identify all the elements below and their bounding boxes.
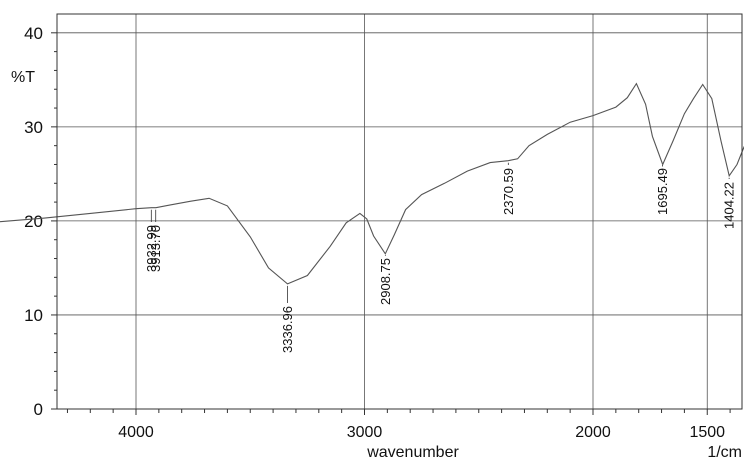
y-tick-label: 40 [24, 24, 43, 43]
x-tick-label: 3000 [347, 424, 383, 441]
peak-label: 3913.70 [148, 225, 163, 272]
peak-annotation: 1695.49 [655, 165, 670, 215]
peak-annotation: 3932.99 [144, 209, 159, 272]
peak-annotation: 3336.96 [280, 285, 295, 353]
x-axis-label: wavenumber [366, 444, 459, 461]
x-tick-label: 2000 [575, 424, 611, 441]
peak-annotation: 2370.59 [501, 162, 516, 215]
y-tick-label: 10 [24, 306, 43, 325]
x-tick-label: 1500 [689, 424, 725, 441]
plot-frame [56, 13, 743, 410]
y-tick-label: 0 [34, 400, 43, 419]
spectrum-line [0, 82, 744, 285]
spectrum-layer [0, 82, 744, 285]
peak-label: 2908.75 [378, 258, 393, 305]
x-axis-unit: 1/cm [707, 444, 742, 461]
y-axis-label: %T [11, 69, 35, 86]
peak-label: 3932.99 [144, 225, 159, 272]
tick-layer: 40003000200015001000500010203040 [24, 24, 731, 441]
y-tick-label: 20 [24, 212, 43, 231]
peak-label: 3336.96 [280, 306, 295, 353]
x-tick-label: 4000 [118, 424, 154, 441]
peak-annotation: 2908.75 [378, 255, 393, 305]
peak-annotation: 3913.70 [148, 209, 163, 272]
peak-label: 1695.49 [655, 168, 670, 215]
y-tick-label: 30 [24, 118, 43, 137]
peak-label: 1404.22 [722, 182, 737, 229]
grid-layer [57, 14, 742, 409]
peak-label: 2370.59 [501, 168, 516, 215]
peak-annotation: 1404.22 [722, 177, 737, 229]
